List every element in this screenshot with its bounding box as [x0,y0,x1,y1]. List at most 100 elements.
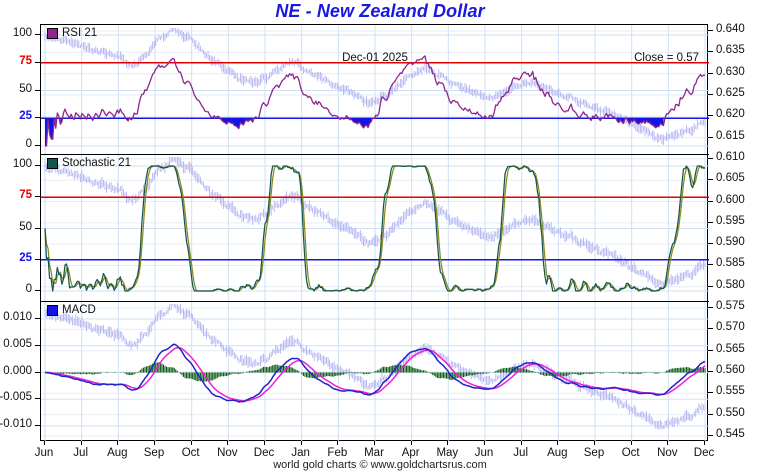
x-tick-aug-14: Aug [547,447,568,459]
price-tick-0p635: 0.635 [716,44,745,57]
price-tick-0p585: 0.585 [716,257,745,270]
tick-mark [117,441,119,445]
x-tick-jul-1: Jul [73,447,89,459]
x-tick-jun-0: Jun [34,447,54,459]
y-tick-macd-neg0p010: -0.010 [0,418,32,430]
tick-mark [708,392,713,394]
x-tick-sep-3: Sep [143,447,165,459]
x-tick-nov-5: Nov [217,447,238,459]
price-tick-0p600: 0.600 [716,193,745,206]
macd-swatch-icon [47,304,58,316]
y-tick-rsi-100: 100 [12,27,32,39]
tick-mark [708,243,713,245]
stochastic-swatch-icon [47,157,58,169]
x-tick-apr-10: Apr [401,447,420,459]
y-tick-macd-0p000: 0.000 [3,364,32,377]
legend-rsi: RSI 21 [47,27,97,39]
price-tick-0p545: 0.545 [716,428,745,440]
tick-mark [35,371,40,373]
chart-close-label: Close = 0.57 [634,52,699,64]
x-tick-nov-17: Nov [657,447,678,459]
price-tick-0p595: 0.595 [716,214,745,227]
x-tick-may-11: May [436,447,459,459]
x-tick-mar-9: Mar [364,447,384,459]
y-tick-rsi-0: 0 [25,138,32,150]
chart-canvas [41,25,709,442]
tick-mark [708,435,713,436]
tick-mark [35,425,40,426]
tick-mark [594,441,595,445]
tick-mark [708,136,713,138]
legend-stochastic: Stochastic 21 [47,157,131,169]
tick-mark [35,344,40,346]
tick-mark [708,285,713,287]
tick-mark [337,441,339,445]
tick-mark [35,227,40,229]
tick-mark [708,264,713,266]
tick-mark [80,441,82,445]
tick-mark [704,441,705,445]
y-tick-stochastic-25: 25 [19,251,32,264]
x-tick-sep-15: Sep [583,447,605,459]
tick-mark [708,93,713,95]
panel-divider-rsi-stoch [41,154,709,155]
y-tick-stochastic-100: 100 [12,158,32,170]
price-tick-0p560: 0.560 [716,364,745,377]
legend-label-stochastic: Stochastic 21 [62,157,132,169]
tick-mark [708,221,713,223]
legend-label-rsi: RSI 21 [62,27,98,39]
page-title: NE - New Zealand Dollar [275,1,485,21]
price-tick-0p575: 0.575 [716,300,745,313]
tick-mark [708,371,713,373]
price-tick-0p620: 0.620 [716,108,745,121]
panel-divider-stoch-macd [41,301,709,302]
tick-mark [154,441,155,445]
tick-mark [630,441,632,445]
tick-mark [708,72,713,74]
tick-mark [300,441,302,445]
x-tick-dec-6: Dec [253,447,275,459]
y-tick-stochastic-75: 75 [19,189,32,202]
rsi-swatch-icon [47,27,58,39]
tick-mark [44,441,45,445]
y-tick-stochastic-0: 0 [25,283,32,295]
footer-credit: world gold charts © www.goldchartsrus.co… [273,459,487,471]
price-tick-0p590: 0.590 [716,236,745,249]
price-tick-0p580: 0.580 [716,278,745,291]
x-tick-oct-16: Oct [621,447,640,459]
tick-mark [35,258,40,260]
y-tick-rsi-25: 25 [19,110,32,123]
tick-mark [484,441,485,445]
chart-date-label: Dec-01 2025 [342,52,408,64]
legend-label-macd: MACD [62,304,96,316]
tick-mark [708,115,713,117]
tick-mark [708,328,713,330]
tick-mark [35,117,40,119]
tick-mark [35,398,40,400]
tick-mark [35,34,40,35]
tick-mark [708,200,713,202]
y-tick-rsi-75: 75 [19,54,32,67]
price-tick-0p615: 0.615 [716,129,745,142]
tick-mark [190,441,192,445]
price-tick-0p550: 0.550 [716,406,745,419]
tick-mark [35,318,40,319]
tick-mark [708,307,713,309]
tick-mark [227,441,229,445]
y-tick-macd-neg0p005: -0.005 [0,391,32,404]
tick-mark [35,290,40,291]
tick-mark [708,179,713,181]
y-tick-stochastic-50: 50 [19,220,32,233]
x-tick-jan-7: Jan [291,447,310,459]
tick-mark [447,441,449,445]
tick-mark [708,51,713,53]
tick-mark [667,441,669,445]
price-tick-0p625: 0.625 [716,86,745,99]
tick-mark [374,441,375,445]
x-tick-jun-12: Jun [474,447,494,459]
tick-mark [35,196,40,198]
tick-mark [520,441,522,445]
x-tick-aug-2: Aug [107,447,128,459]
tick-mark [264,441,265,445]
